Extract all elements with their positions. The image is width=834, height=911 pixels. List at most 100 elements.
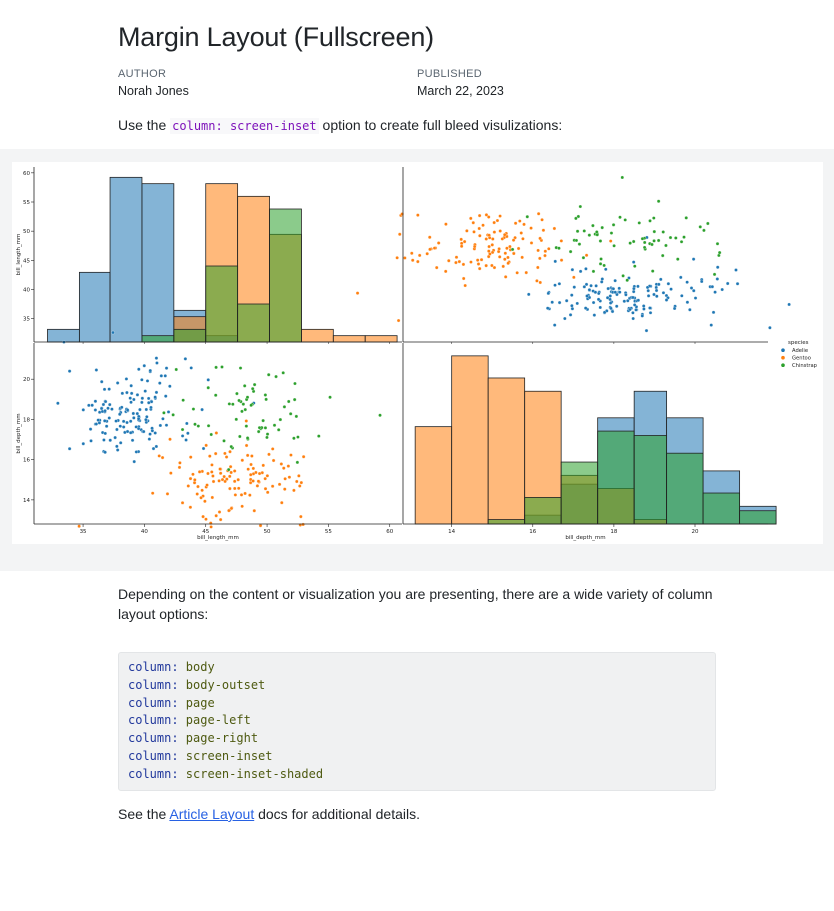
hist-bar-chinstrap (237, 303, 270, 343)
scatter-point-chinstrap (568, 249, 573, 254)
scatter-point-adelie (646, 288, 650, 293)
x-tick-label: 16 (529, 529, 536, 535)
scatter-point-gentoo (210, 495, 215, 500)
scatter-point-chinstrap (226, 467, 231, 472)
code-value: screen-inset-shaded (178, 766, 324, 781)
scatter-point-gentoo (297, 474, 301, 478)
scatter-point-gentoo (501, 264, 505, 269)
scatter-point-gentoo (516, 246, 521, 251)
code-key: column: (128, 766, 179, 781)
scatter-point-gentoo (502, 232, 507, 237)
scatter-point-adelie (168, 384, 172, 388)
scatter-point-adelie (713, 290, 717, 294)
scatter-point-gentoo (540, 218, 544, 222)
author-block: AUTHOR Norah Jones (118, 68, 189, 98)
scatter-point-gentoo (298, 484, 302, 488)
code-line: column: body-outset (128, 677, 706, 695)
code-key: column: (128, 660, 179, 674)
hist-bar-chinstrap (205, 265, 239, 343)
scatter-point-adelie (646, 294, 651, 298)
scatter-point-chinstrap (576, 214, 581, 219)
scatter-point-gentoo (283, 487, 287, 491)
scatter-point-chinstrap (598, 239, 603, 243)
x-tick-label: 60 (386, 529, 393, 535)
scatter-point-adelie (81, 441, 86, 446)
scatter-point-gentoo (217, 479, 221, 483)
hist-bar-chinstrap (173, 328, 207, 343)
scatter-point-chinstrap (684, 216, 688, 220)
scatter-point-adelie (151, 446, 156, 451)
scatter-point-chinstrap (213, 393, 218, 397)
scatter-point-gentoo (213, 451, 218, 456)
scatter-point-gentoo (398, 232, 402, 237)
published-date: March 22, 2023 (417, 84, 504, 98)
body-paragraph: Depending on the content or visualizatio… (118, 586, 713, 622)
y-tick-label: 20 (23, 377, 30, 383)
scatter-point-adelie (120, 405, 124, 410)
scatter-point-adelie (645, 285, 650, 290)
scatter-point-gentoo (228, 464, 233, 469)
scatter-point-gentoo (428, 247, 432, 252)
scatter-point-adelie (610, 309, 615, 314)
scatter-point-adelie (599, 280, 604, 284)
scatter-point-adelie (159, 374, 164, 378)
scatter-point-gentoo (287, 475, 292, 479)
scatter-point-gentoo (77, 524, 81, 528)
scatter-point-chinstrap (264, 397, 268, 402)
scatter-point-adelie (121, 425, 126, 429)
scatter-point-gentoo (508, 244, 512, 249)
scatter-point-chinstrap (162, 411, 166, 415)
scatter-point-chinstrap (595, 230, 599, 234)
scatter-point-adelie (118, 441, 123, 445)
scatter-point-chinstrap (296, 435, 300, 439)
scatter-point-chinstrap (276, 428, 281, 432)
scatter-point-chinstrap (664, 243, 668, 248)
scatter-point-gentoo (535, 279, 539, 283)
scatter-point-gentoo (515, 271, 519, 275)
article-layout-link[interactable]: Article Layout (169, 806, 255, 822)
scatter-point-gentoo (559, 258, 564, 262)
scatter-point-chinstrap (582, 229, 586, 233)
scatter-point-gentoo (214, 513, 218, 518)
scatter-point-gentoo (165, 492, 170, 496)
scatter-point-gentoo (218, 471, 223, 476)
scatter-point-adelie (67, 369, 72, 373)
scatter-point-gentoo (472, 244, 477, 249)
hist-bar-gentoo (414, 426, 453, 525)
scatter-point-adelie (146, 396, 151, 401)
scatter-point-adelie (589, 283, 593, 288)
y-tick-label: 14 (23, 498, 30, 504)
scatter-point-adelie (711, 310, 716, 315)
scatter-point-adelie (180, 434, 185, 438)
x-axis-label-depth: bill_depth_mm (565, 535, 605, 541)
scatter-point-gentoo (196, 484, 200, 489)
scatter-point-gentoo (538, 256, 542, 261)
scatter-point-adelie (644, 328, 649, 333)
scatter-point-chinstrap (243, 407, 248, 412)
scatter-point-chinstrap (257, 425, 262, 430)
scatter-point-adelie (93, 399, 98, 404)
scatter-point-gentoo (484, 237, 488, 241)
y-tick-label: 50 (23, 229, 30, 235)
scatter-point-gentoo (471, 220, 476, 225)
scatter-point-chinstrap (227, 402, 232, 406)
scatter-point-gentoo (513, 221, 518, 225)
scatter-point-adelie (570, 306, 575, 311)
scatter-point-adelie (153, 431, 157, 435)
code-line: column: screen-inset-shaded (128, 766, 706, 784)
scatter-point-adelie (164, 423, 169, 427)
scatter-point-chinstrap (231, 402, 235, 406)
scatter-point-gentoo (211, 474, 215, 478)
scatter-point-chinstrap (611, 223, 616, 227)
scatter-point-adelie (628, 307, 632, 312)
scatter-point-gentoo (292, 488, 296, 493)
scatter-point-adelie (137, 367, 141, 371)
scatter-point-adelie (115, 381, 120, 385)
scatter-point-adelie (735, 282, 740, 286)
scatter-point-adelie (144, 417, 148, 422)
scatter-point-gentoo (203, 499, 207, 504)
scatter-point-gentoo (227, 508, 231, 513)
scatter-point-gentoo (403, 256, 407, 260)
scatter-point-gentoo (244, 443, 249, 448)
scatter-point-gentoo (572, 275, 576, 280)
